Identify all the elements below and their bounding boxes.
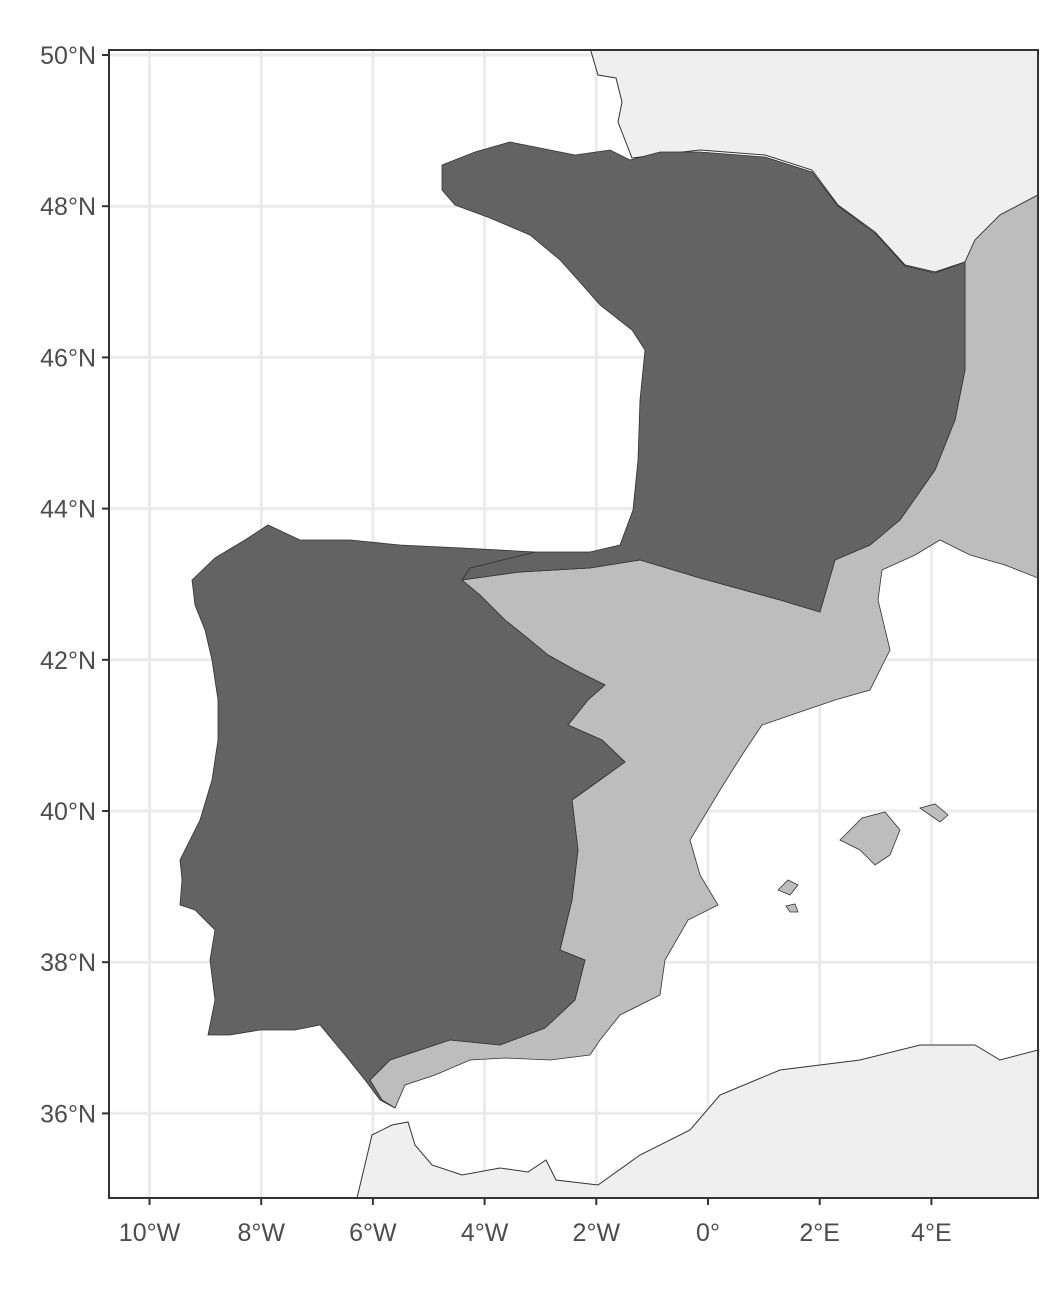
x-tick-label: 4°E <box>911 1219 952 1247</box>
y-tick-label: 40°N <box>40 798 96 826</box>
map-panel-border <box>108 49 1039 1199</box>
y-tick-label: 50°N <box>40 42 96 70</box>
x-axis: 10°W 8°W 6°W 4°W 2°W 0° 2°E 4°E <box>119 1198 952 1247</box>
atlantic-region-iberia <box>179 524 626 1109</box>
balearic-islands <box>777 803 949 913</box>
y-tick-label: 48°N <box>40 193 96 221</box>
atlantic-region-france <box>441 141 966 613</box>
background-land-north-africa <box>356 1044 1038 1198</box>
y-tick-label: 38°N <box>40 949 96 977</box>
y-tick-label: 44°N <box>40 496 96 524</box>
y-axis: 50°N 48°N 46°N 44°N 42°N 40°N 38°N 36°N <box>40 42 109 1128</box>
y-tick-label: 36°N <box>40 1100 96 1128</box>
y-tick-label: 42°N <box>40 647 96 675</box>
x-tick-label: 2°W <box>573 1219 621 1247</box>
x-tick-label: 8°W <box>237 1219 285 1247</box>
x-tick-label: 4°W <box>461 1219 509 1247</box>
x-tick-label: 6°W <box>349 1219 397 1247</box>
x-tick-label: 2°E <box>799 1219 840 1247</box>
y-tick-label: 46°N <box>40 344 96 372</box>
x-tick-label: 10°W <box>119 1219 181 1247</box>
x-tick-label: 0° <box>696 1219 720 1247</box>
